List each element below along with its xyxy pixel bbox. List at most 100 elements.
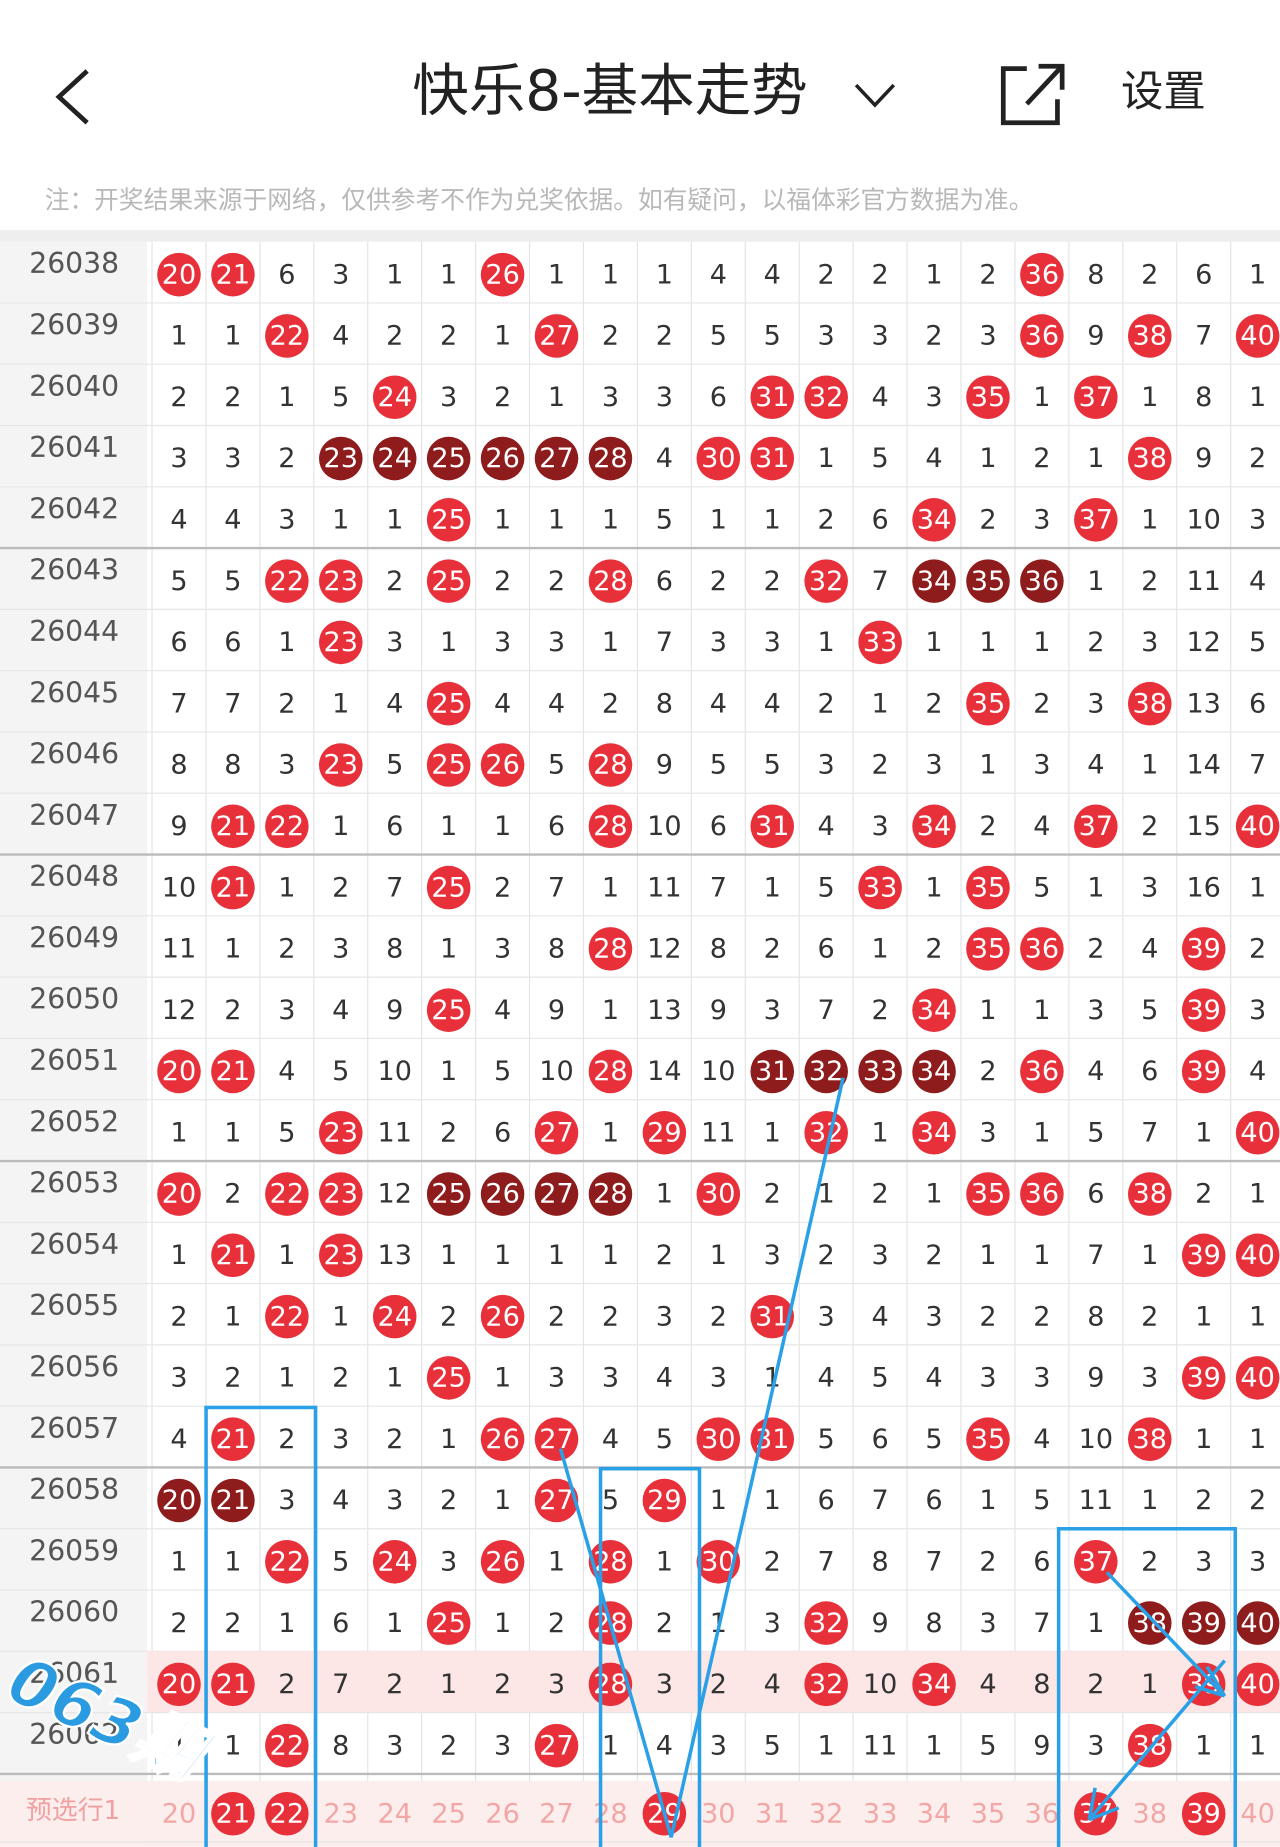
miss-count: 3: [871, 321, 888, 352]
back-button[interactable]: [55, 69, 89, 125]
miss-count: 2: [170, 382, 187, 413]
miss-count: 1: [170, 1240, 187, 1271]
miss-count: 1: [979, 995, 996, 1026]
miss-count: 7: [386, 872, 403, 903]
miss-count: 1: [386, 1363, 403, 1394]
preselect-label: 预选行1: [26, 1796, 120, 1826]
ball: [426, 1601, 471, 1645]
ball: [211, 1049, 255, 1094]
ball: [1020, 927, 1064, 971]
miss-count: 2: [224, 995, 241, 1026]
miss-count: 1: [979, 1240, 996, 1271]
hit-number: 22: [270, 1730, 304, 1761]
hit-number: 25: [431, 1608, 465, 1639]
miss-count: 1: [602, 995, 619, 1026]
hit-number: 23: [324, 566, 358, 597]
ball: [211, 1662, 255, 1707]
miss-count: 4: [925, 443, 942, 474]
miss-count: 11: [647, 872, 681, 903]
miss-count: 5: [871, 1363, 888, 1394]
miss-count: 6: [386, 811, 403, 842]
miss-count: 1: [278, 382, 295, 413]
hit-number: 32: [809, 1056, 843, 1087]
miss-count: 1: [170, 1117, 187, 1148]
miss-count: 3: [764, 995, 781, 1026]
miss-count: 1: [764, 505, 781, 536]
miss-count: 6: [548, 811, 565, 842]
hit-number: 27: [539, 1485, 573, 1516]
ball: [912, 1662, 956, 1707]
ball: [1074, 804, 1118, 849]
hit-number: 21: [216, 259, 250, 290]
ball: [480, 1172, 525, 1216]
miss-count: 6: [710, 811, 727, 842]
hit-number: 20: [162, 1179, 196, 1210]
ball: [1020, 252, 1064, 297]
hit-number: 27: [539, 1179, 573, 1210]
ball: [1181, 927, 1226, 971]
miss-count: 8: [386, 934, 403, 965]
hit-number: 25: [431, 566, 465, 597]
miss-count: 1: [548, 1240, 565, 1271]
ball: [372, 1294, 417, 1339]
miss-count: 1: [548, 1546, 565, 1577]
ball: [1181, 1601, 1226, 1645]
dropdown-icon[interactable]: [854, 83, 896, 108]
hit-number: 34: [917, 811, 951, 842]
miss-count: 3: [494, 934, 511, 965]
hit-number: 21: [216, 1056, 250, 1087]
issue-number: 26045: [29, 676, 119, 709]
ball: [750, 1417, 795, 1461]
miss-count: 5: [602, 1485, 619, 1516]
miss-count: 3: [278, 995, 295, 1026]
miss-count: 3: [494, 627, 511, 658]
miss-count: 2: [602, 1301, 619, 1332]
miss-count: 10: [539, 1056, 573, 1087]
hit-number: 34: [917, 1669, 951, 1700]
miss-count: 3: [818, 750, 835, 781]
hit-number: 31: [755, 1301, 789, 1332]
ball: [211, 1791, 255, 1836]
miss-count: 1: [224, 1546, 241, 1577]
miss-count: 7: [170, 688, 187, 719]
miss-count: 2: [764, 1546, 781, 1577]
page-title[interactable]: 快乐8-基本走势: [412, 59, 807, 124]
miss-count: 8: [1033, 1669, 1050, 1700]
miss-count: 4: [764, 688, 781, 719]
miss-count: 1: [764, 1117, 781, 1148]
issue-number: 26038: [29, 247, 119, 280]
preselect-number: 23: [324, 1798, 358, 1829]
miss-count: 1: [1195, 1730, 1212, 1761]
share-button[interactable]: [1000, 63, 1065, 126]
miss-count: 5: [871, 443, 888, 474]
miss-count: 9: [710, 995, 727, 1026]
miss-count: 1: [548, 259, 565, 290]
miss-count: 2: [332, 1363, 349, 1394]
hit-number: 20: [162, 1485, 196, 1516]
hit-number: 37: [1079, 811, 1113, 842]
ball: [426, 559, 471, 603]
miss-count: 4: [818, 1363, 835, 1394]
hit-number: 22: [270, 1798, 304, 1829]
miss-count: 2: [494, 382, 511, 413]
settings-button[interactable]: 设置: [1121, 67, 1206, 116]
miss-count: 1: [170, 321, 187, 352]
miss-count: 3: [979, 1363, 996, 1394]
ball: [211, 1478, 255, 1523]
miss-count: 4: [494, 995, 511, 1026]
miss-count: 7: [1249, 750, 1266, 781]
issue-number: 26050: [29, 983, 119, 1016]
miss-count: 9: [386, 995, 403, 1026]
miss-count: 1: [1087, 1608, 1104, 1639]
ball: [588, 743, 633, 787]
miss-count: 2: [979, 505, 996, 536]
ball: [157, 1172, 201, 1216]
miss-count: 4: [1087, 1056, 1104, 1087]
miss-count: 3: [494, 1730, 511, 1761]
miss-count: 1: [224, 1117, 241, 1148]
hit-number: 25: [431, 1179, 465, 1210]
miss-count: 7: [871, 1485, 888, 1516]
miss-count: 1: [224, 934, 241, 965]
hit-number: 36: [1025, 566, 1059, 597]
miss-count: 4: [871, 382, 888, 413]
